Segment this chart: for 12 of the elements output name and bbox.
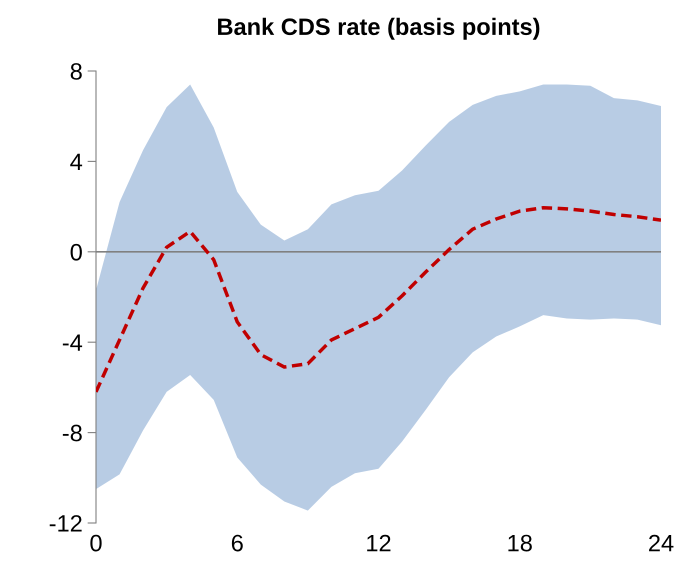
y-tick-label: 0 xyxy=(70,244,82,261)
y-tick-label: -8 xyxy=(62,424,82,442)
y-tick-label: -4 xyxy=(62,334,82,351)
x-tick-label: 6 xyxy=(232,534,243,552)
x-tick-label: 0 xyxy=(90,534,102,552)
x-tick-label: 18 xyxy=(508,534,532,552)
y-tick-label: 8 xyxy=(70,63,82,80)
x-tick-label: 24 xyxy=(649,534,674,552)
y-tick-label: -12 xyxy=(50,515,82,532)
x-tick-label: 12 xyxy=(367,534,390,552)
y-tick-label: 4 xyxy=(70,154,82,170)
chart-title: Bank CDS rate (basis points) xyxy=(218,18,540,40)
